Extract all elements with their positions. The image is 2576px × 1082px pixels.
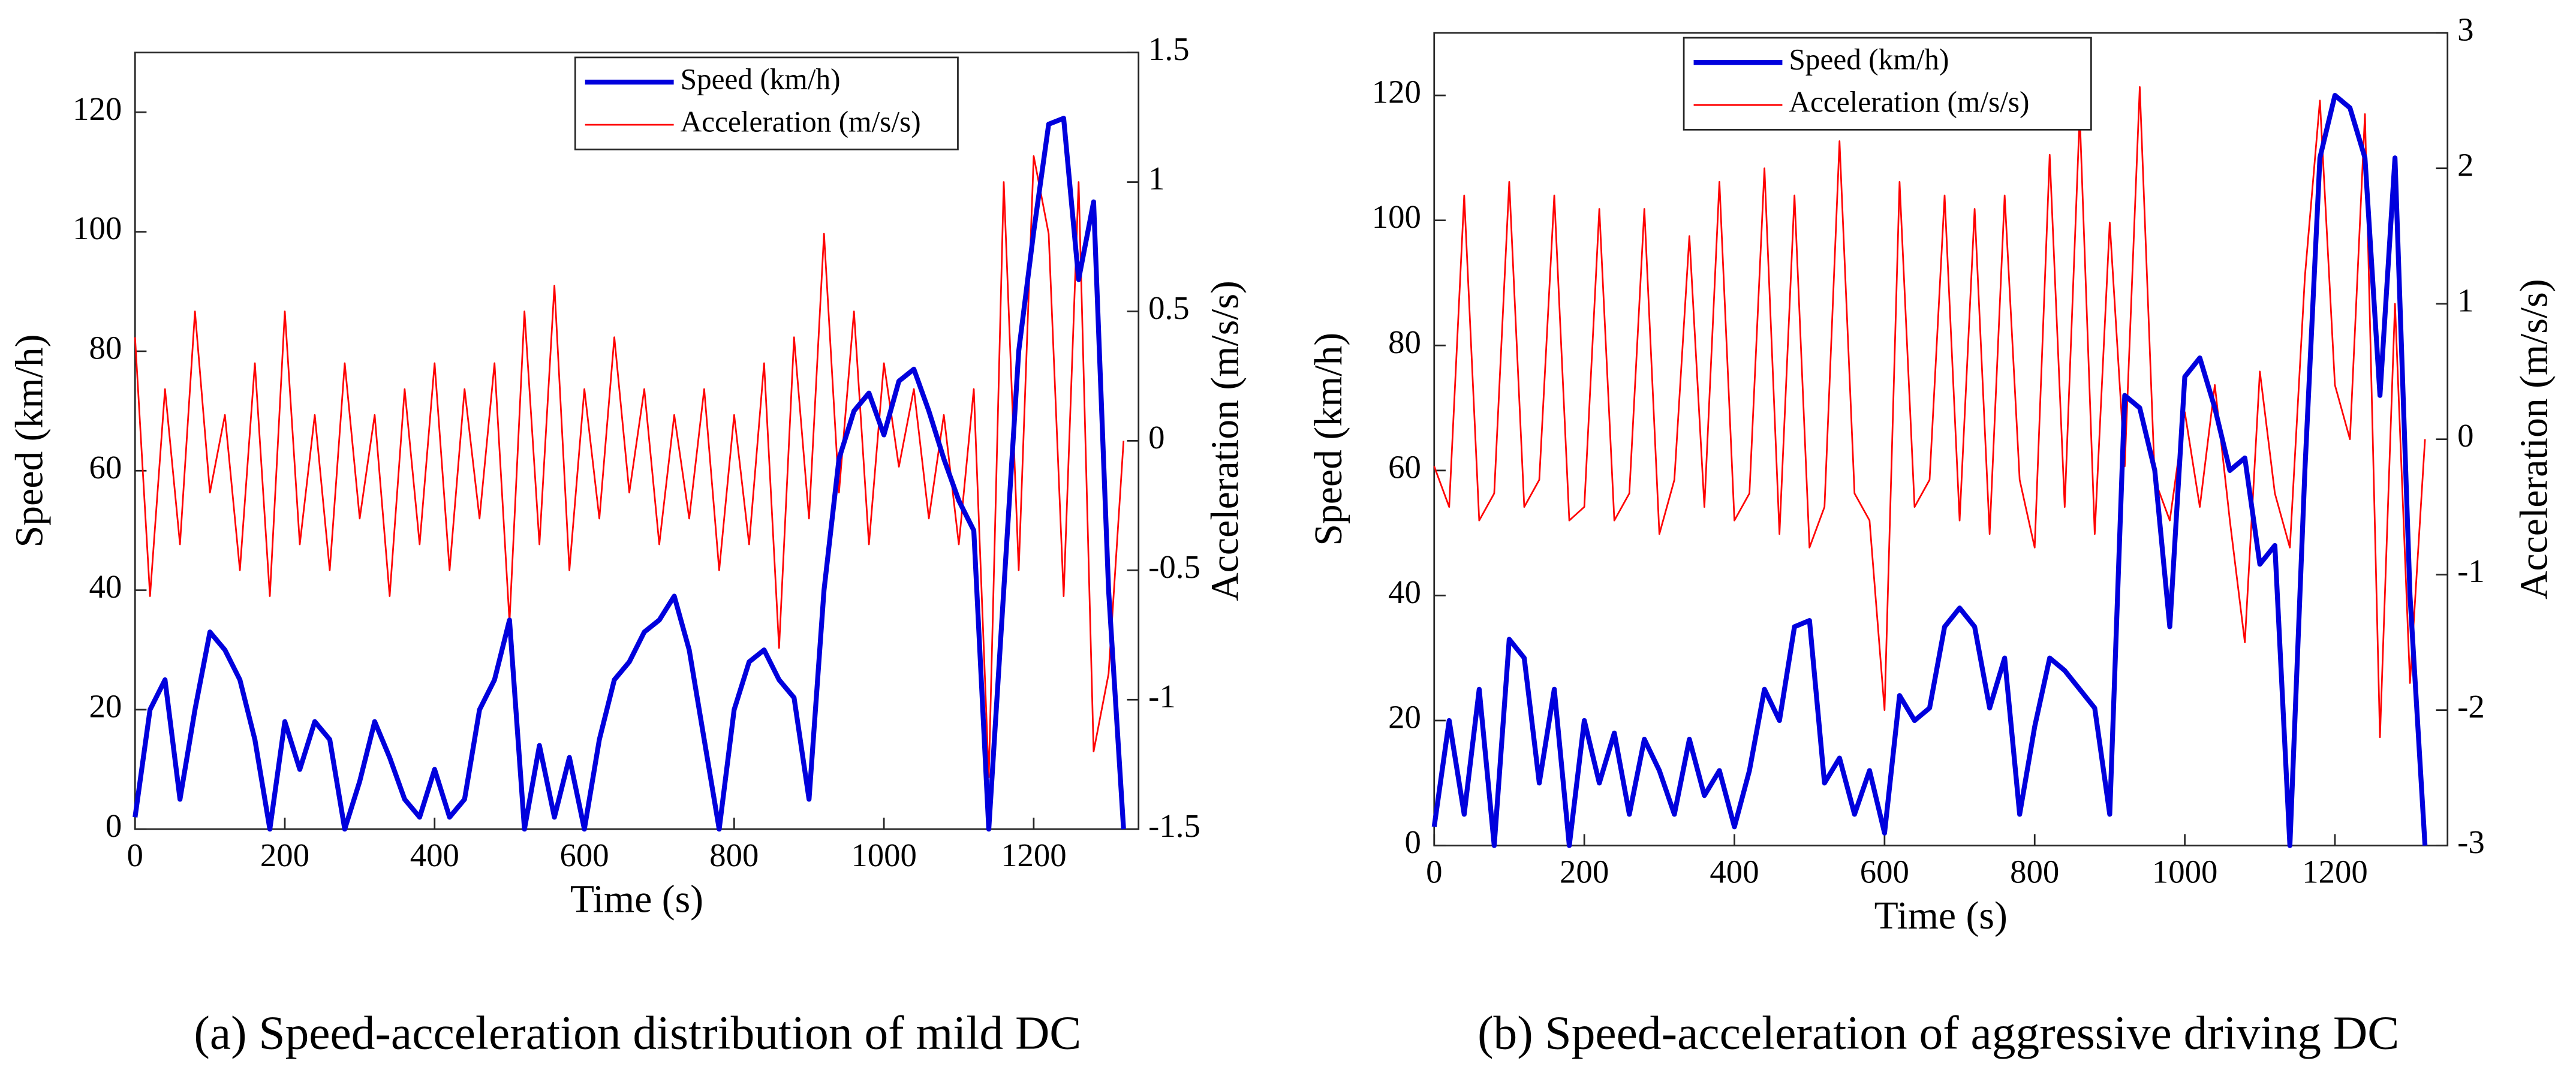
caption: (b) Speed-acceleration of aggressive dri… xyxy=(1477,1006,2399,1059)
y-tick-label: 40 xyxy=(89,568,122,605)
y2-axis-label: Acceleration (m/s/s) xyxy=(2512,279,2556,599)
y-tick-label: 60 xyxy=(1388,448,1421,485)
x-tick-label: 400 xyxy=(1710,853,1759,890)
y2-tick-label: 0 xyxy=(1148,419,1164,456)
x-tick-label: 1000 xyxy=(2152,853,2218,890)
x-tick-label: 400 xyxy=(410,837,459,873)
x-tick-label: 1200 xyxy=(1001,837,1067,873)
y-axis-label: Speed (km/h) xyxy=(7,334,51,547)
x-tick-label: 1000 xyxy=(851,837,917,873)
series-line xyxy=(133,116,1126,832)
y-tick-label: 80 xyxy=(89,329,122,366)
legend-label: Speed (km/h) xyxy=(1789,43,1949,76)
y-tick-label: 40 xyxy=(1388,574,1421,610)
y-tick-label: 100 xyxy=(73,210,122,246)
y2-tick-label: 0 xyxy=(2457,417,2473,454)
y2-tick-label: 1 xyxy=(1148,160,1164,197)
plot-frame xyxy=(1433,32,2449,846)
y2-tick-label: -1 xyxy=(1148,678,1176,715)
y2-tick-label: 1 xyxy=(2457,282,2473,318)
x-tick-label: 0 xyxy=(1426,853,1442,890)
x-tick-label: 800 xyxy=(709,837,759,873)
y-tick-label: 80 xyxy=(1388,324,1421,360)
legend-box xyxy=(1683,37,2092,131)
x-tick-label: 600 xyxy=(1860,853,1909,890)
legend-label: Speed (km/h) xyxy=(681,62,841,95)
y-tick-label: 20 xyxy=(1388,699,1421,736)
y-tick-label: 120 xyxy=(1372,74,1421,110)
y2-tick-label: 0.5 xyxy=(1148,290,1189,326)
y-tick-label: 60 xyxy=(89,449,122,486)
y2-axis-label: Acceleration (m/s/s) xyxy=(1203,281,1247,601)
y-tick-label: 20 xyxy=(89,688,122,724)
y-tick-label: 0 xyxy=(1404,824,1421,860)
y2-tick-label: -1.5 xyxy=(1148,807,1200,844)
x-tick-label: 800 xyxy=(2010,853,2059,890)
y-tick-label: 100 xyxy=(1372,198,1421,235)
legend-label: Acceleration (m/s/s) xyxy=(681,105,921,138)
y2-tick-label: 2 xyxy=(2457,146,2473,183)
series-line xyxy=(1431,92,2428,848)
x-tick-label: 600 xyxy=(559,837,609,873)
y2-tick-label: -0.5 xyxy=(1148,548,1200,585)
x-axis-label: Time (s) xyxy=(570,878,703,921)
x-axis-label: Time (s) xyxy=(1874,894,2008,938)
x-tick-label: 200 xyxy=(1560,853,1609,890)
x-tick-label: 1200 xyxy=(2302,853,2368,890)
series-line xyxy=(1433,86,2426,739)
y2-tick-label: -1 xyxy=(2457,553,2485,589)
series-line xyxy=(134,155,1125,779)
x-tick-label: 0 xyxy=(127,837,143,873)
y2-tick-label: -3 xyxy=(2457,824,2485,860)
y2-tick-label: 1.5 xyxy=(1148,31,1189,67)
y-axis-label: Speed (km/h) xyxy=(1307,333,1350,546)
legend-label: Acceleration (m/s/s) xyxy=(1789,86,2029,119)
x-tick-label: 200 xyxy=(260,837,309,873)
caption: (a) Speed-acceleration distribution of m… xyxy=(194,1006,1081,1059)
y2-tick-label: 3 xyxy=(2457,11,2473,47)
y2-tick-label: -2 xyxy=(2457,688,2485,725)
y-tick-label: 120 xyxy=(73,91,122,127)
y-tick-label: 0 xyxy=(106,807,122,844)
legend-box xyxy=(574,56,959,150)
